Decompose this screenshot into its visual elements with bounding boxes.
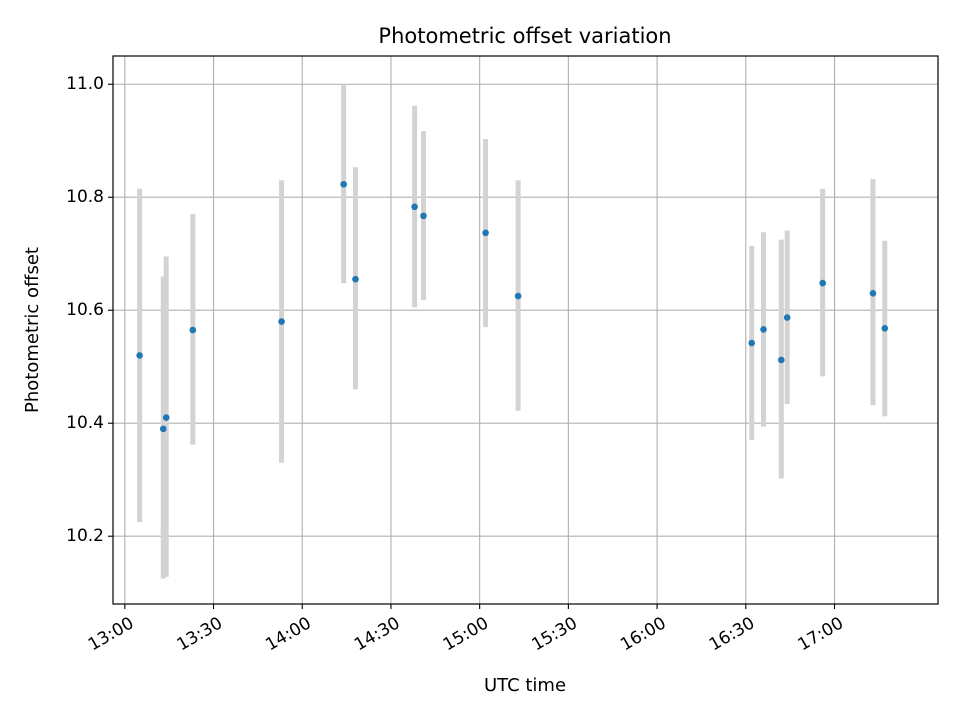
y-axis-title: Photometric offset xyxy=(22,247,43,413)
data-point xyxy=(783,314,791,321)
data-point xyxy=(189,326,197,334)
y-tick-label: 10.8 xyxy=(66,187,104,207)
data-point xyxy=(420,212,427,220)
data-point xyxy=(881,325,889,332)
data-point xyxy=(340,180,347,188)
data-point xyxy=(748,339,756,347)
point-layer xyxy=(136,180,889,433)
data-point xyxy=(514,292,522,300)
y-tick-label: 10.2 xyxy=(66,526,104,546)
data-point xyxy=(278,318,285,325)
y-tick-label: 10.4 xyxy=(66,413,104,433)
data-point xyxy=(352,275,359,283)
chart-title: Photometric offset variation xyxy=(378,24,671,48)
grid-layer xyxy=(113,56,938,604)
y-tick-label: 11.0 xyxy=(66,74,104,94)
data-point xyxy=(869,289,877,297)
data-point xyxy=(136,352,143,359)
data-point xyxy=(819,279,826,287)
data-point xyxy=(162,414,170,421)
y-tick-label: 10.6 xyxy=(66,300,104,320)
data-point xyxy=(411,203,418,211)
data-point xyxy=(482,229,489,237)
x-axis-title: UTC time xyxy=(484,675,566,696)
data-point xyxy=(777,356,785,364)
data-point xyxy=(760,326,767,333)
data-point xyxy=(159,425,167,433)
plot-frame xyxy=(112,55,939,605)
